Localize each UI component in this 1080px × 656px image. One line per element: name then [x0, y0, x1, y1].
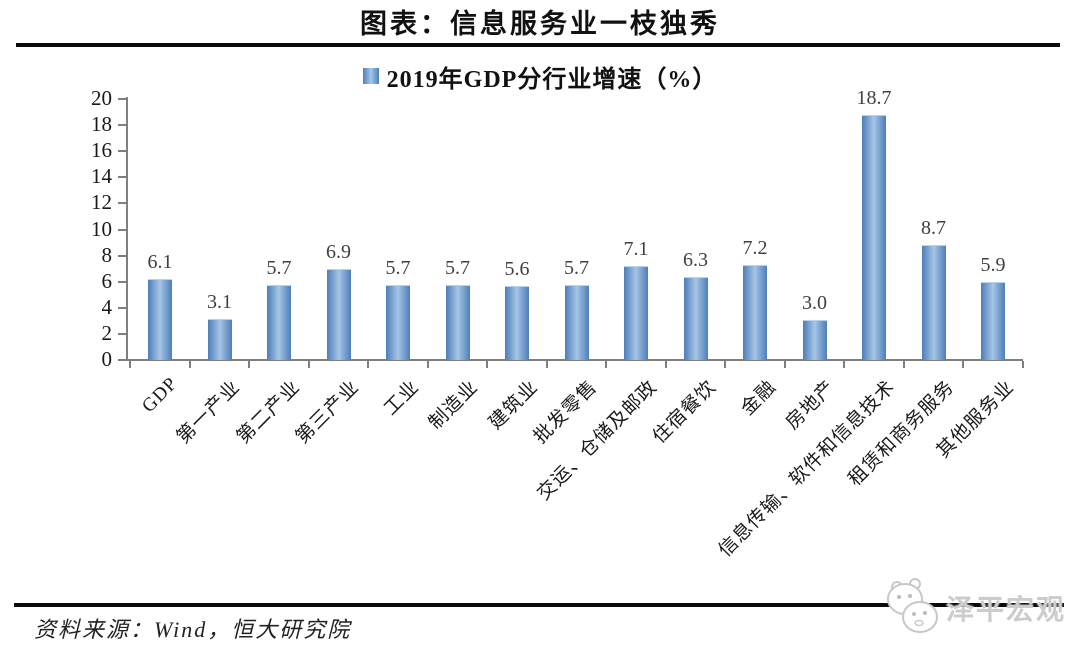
bar — [386, 285, 410, 360]
y-axis-tick-label: 0 — [101, 347, 113, 371]
y-axis-tick-label: 20 — [91, 86, 112, 110]
bar — [148, 279, 172, 360]
bar-value-label: 5.7 — [385, 257, 411, 279]
x-category-label: 第三产业 — [292, 376, 364, 448]
bar-value-label: 3.0 — [802, 292, 827, 314]
x-axis-line — [126, 359, 1023, 361]
y-tick — [118, 254, 126, 257]
bar — [743, 265, 767, 360]
x-tick — [367, 361, 370, 368]
bar-value-label: 7.2 — [742, 237, 768, 259]
bar — [862, 115, 886, 360]
x-tick — [783, 361, 786, 368]
bar — [683, 277, 708, 360]
x-category-label: 金融 — [737, 376, 781, 420]
y-axis-line — [126, 97, 128, 361]
y-tick — [118, 332, 126, 335]
bar-value-label: 6.3 — [683, 249, 708, 271]
y-tick — [118, 280, 126, 283]
x-tick — [426, 361, 429, 368]
x-tick — [129, 361, 132, 368]
bar-value-label: 5.7 — [564, 257, 589, 279]
bar-value-label: 5.6 — [504, 258, 530, 280]
bar — [505, 286, 529, 360]
bar-value-label: 3.1 — [207, 291, 232, 313]
bar-value-label: 7.1 — [623, 238, 649, 260]
bar — [921, 245, 946, 360]
legend-label: 2019年GDP分行业增速（%） — [386, 66, 718, 93]
bar — [802, 320, 827, 360]
x-tick — [724, 361, 727, 368]
y-axis-tick-label: 12 — [91, 190, 112, 215]
y-tick — [118, 359, 126, 361]
x-tick — [545, 361, 548, 368]
y-tick — [118, 98, 126, 100]
bar-chart: 0 2 4 6 8 10 12 14 16 18 20 6.1 GDP 3.1 第一产业 5.7 第二产业 6.9… — [91, 86, 1024, 561]
x-category-label: 住宿餐饮 — [649, 376, 721, 448]
y-tick — [118, 176, 126, 179]
bar — [326, 269, 351, 360]
bar-value-label: 5.7 — [266, 257, 292, 279]
y-axis-tick-label: 10 — [91, 216, 112, 241]
bar-value-label: 6.1 — [147, 251, 173, 273]
bar-value-label: 5.7 — [445, 257, 470, 279]
source-text: 资料来源：Wind，恒大研究院 — [34, 617, 352, 642]
x-tick — [188, 361, 191, 368]
legend-marker-icon — [362, 68, 379, 84]
bar — [564, 285, 589, 360]
bar-value-label: 18.7 — [856, 87, 892, 109]
y-axis-tick-label: 14 — [91, 164, 112, 189]
x-category-label: GDP — [137, 373, 182, 417]
y-axis-tick-label: 6 — [101, 268, 113, 293]
x-tick — [1021, 361, 1024, 368]
x-tick — [902, 361, 905, 368]
y-tick — [118, 306, 126, 309]
top-rule — [16, 43, 1060, 47]
x-tick — [248, 361, 251, 368]
bar — [981, 282, 1005, 360]
x-category-label: 第二产业 — [232, 376, 305, 448]
mascot-face-icon — [887, 578, 938, 633]
x-tick — [843, 361, 846, 368]
watermark-label: 泽平宏观 — [946, 594, 1067, 625]
bar-value-label: 6.9 — [326, 241, 351, 263]
y-axis-tick-label: 4 — [101, 294, 113, 319]
legend: 2019年GDP分行业增速（%） — [0, 61, 1080, 93]
x-tick — [664, 361, 667, 368]
bar-value-label: 5.9 — [980, 254, 1006, 276]
x-tick — [962, 361, 965, 368]
y-tick — [118, 202, 126, 205]
y-tick — [118, 228, 126, 231]
y-tick — [118, 124, 126, 127]
watermark: 泽平宏观 — [882, 574, 1072, 644]
bar-value-label: 8.7 — [921, 217, 946, 239]
bar — [445, 285, 470, 360]
y-axis-tick-label: 18 — [91, 112, 112, 137]
bar — [207, 319, 232, 360]
y-tick — [118, 150, 126, 153]
x-tick — [486, 361, 489, 368]
bar — [267, 285, 291, 360]
x-category-label: 第一产业 — [173, 376, 245, 448]
x-category-label: 工业 — [380, 376, 424, 420]
y-axis-tick-label: 16 — [91, 138, 112, 163]
x-tick — [605, 361, 608, 368]
x-tick — [307, 361, 310, 368]
bottom-rule — [14, 603, 1064, 607]
y-axis-tick-label: 2 — [101, 320, 113, 345]
chart-title: 图表：信息服务业一枝独秀 — [360, 9, 720, 39]
bar — [624, 266, 648, 360]
y-axis-tick-label: 8 — [101, 242, 113, 267]
x-category-label: 制造业 — [425, 376, 483, 434]
